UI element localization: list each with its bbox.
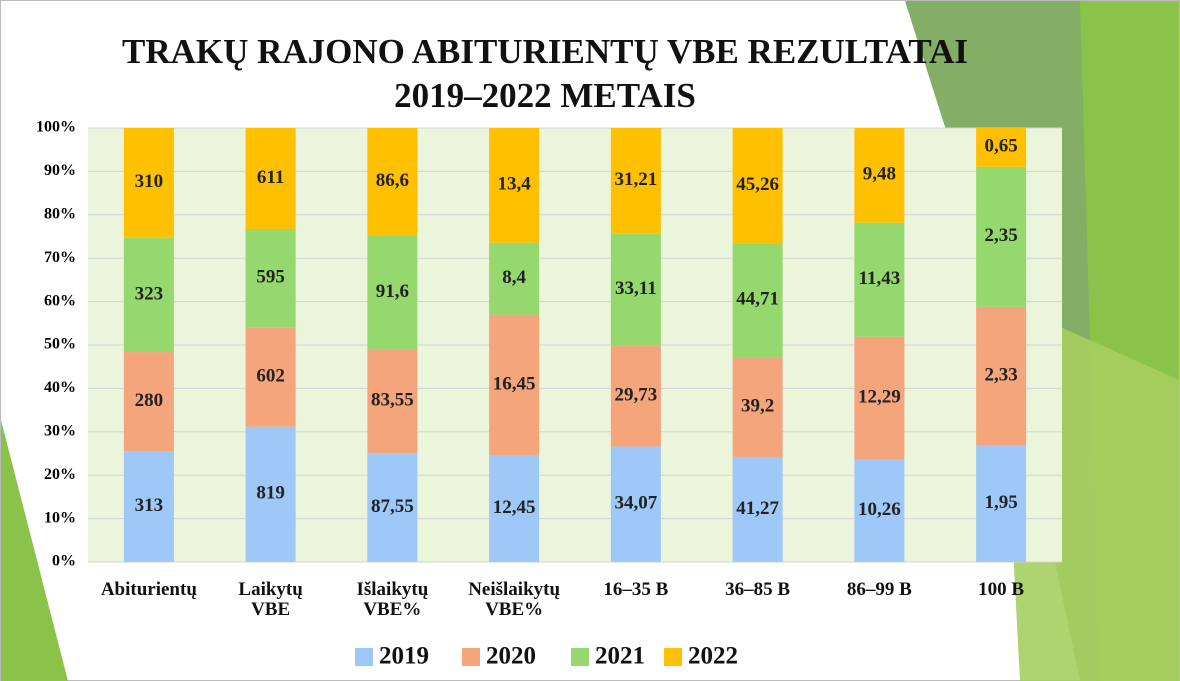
bar-segment [732,128,783,244]
bar-segment [367,235,418,350]
chart-title: TRAKŲ RAJONO ABITURIENTŲ VBE REZULTATAI … [121,32,968,115]
data-label: 819 [256,483,285,504]
legend-swatch [571,648,589,666]
data-label: 1,95 [985,492,1018,513]
bar-segment [245,128,296,229]
bar-segment [854,459,905,562]
y-tick-label: 50% [44,336,76,353]
data-label: 8,4 [502,267,526,288]
data-label: 10,26 [858,499,901,520]
bar-segment [367,453,418,562]
y-tick-label: 80% [44,205,76,222]
data-label: 280 [135,390,164,411]
data-label: 34,07 [615,493,658,514]
x-tick-label: Išlaikytų VBE% [356,579,429,620]
legend-label: 2020 [486,643,536,670]
data-label: 12,45 [493,497,536,518]
bar-segment [610,128,661,234]
x-tick-label: 100 B [978,579,1025,600]
data-label: 39,2 [741,395,774,416]
bar-segment [123,451,174,562]
bar-segment [610,233,661,346]
x-tick-label: 36–85 B [725,579,791,600]
data-label: 595 [256,266,285,287]
y-tick-label: 60% [44,292,76,309]
y-tick-label: 90% [44,162,76,179]
bar-segment [732,357,783,457]
data-label: 323 [135,283,164,304]
y-tick-label: 10% [44,509,76,526]
data-label: 31,21 [615,169,658,190]
data-label: 29,73 [615,385,658,406]
bar-segment [245,426,296,562]
y-tick-label: 0% [52,553,76,570]
data-label: 2,33 [985,365,1018,386]
data-label: 13,4 [498,174,532,195]
y-tick-label: 20% [44,466,76,483]
bar-segment [854,336,905,460]
bar-segment [123,128,174,238]
x-tick-label: 16–35 B [603,579,669,600]
bar-segment [489,242,540,315]
data-label: 611 [257,167,284,188]
bar-segment [976,128,1027,167]
legend-label: 2022 [688,643,738,670]
bar-segment [367,128,418,236]
bar-segment [976,166,1027,307]
data-label: 2,35 [985,225,1018,246]
bar-segment [367,349,418,454]
x-tick-label: Laikytų VBE [238,579,303,620]
bar-segment [976,306,1027,446]
data-label: 83,55 [371,390,414,411]
legend-swatch [664,648,682,666]
data-label: 44,71 [736,289,779,310]
x-tick-label: Abiturientų [100,579,197,600]
data-label: 16,45 [493,373,536,394]
data-label: 313 [135,495,164,516]
bar-segment [854,128,905,223]
legend-label: 2021 [595,643,645,670]
data-label: 86,6 [376,170,409,191]
data-label: 11,43 [859,268,901,289]
bar-segment [976,445,1027,562]
data-label: 87,55 [371,496,414,517]
data-label: 602 [256,365,285,386]
bar-segment [854,222,905,337]
bar-segment [489,455,540,562]
y-tick-label: 100% [36,119,76,136]
y-tick-label: 70% [44,249,76,266]
bar-segment [123,237,174,353]
data-label: 12,29 [858,387,901,408]
bar-segment [610,345,661,447]
y-tick-label: 40% [44,379,76,396]
data-label: 45,26 [736,174,779,195]
bar-segment [123,352,174,452]
legend-label: 2019 [379,643,429,670]
data-label: 33,11 [615,278,657,299]
y-tick-label: 30% [44,422,76,439]
data-label: 0,65 [985,136,1018,157]
legend-swatch [462,648,480,666]
data-label: 91,6 [376,281,409,302]
x-tick-label: Neišlaikytų VBE% [468,579,561,620]
bar-segment [489,314,540,456]
bar-segment [245,228,296,328]
x-tick-label: 86–99 B [846,579,912,600]
bar-segment [245,327,296,427]
bar-segment [732,456,783,562]
bar-segment [489,128,540,243]
decor [1,420,68,681]
bar-segment [610,446,661,562]
data-label: 310 [135,171,164,192]
data-label: 9,48 [863,164,896,185]
data-label: 41,27 [736,498,779,519]
legend-swatch [355,648,373,666]
bar-segment [732,243,783,358]
